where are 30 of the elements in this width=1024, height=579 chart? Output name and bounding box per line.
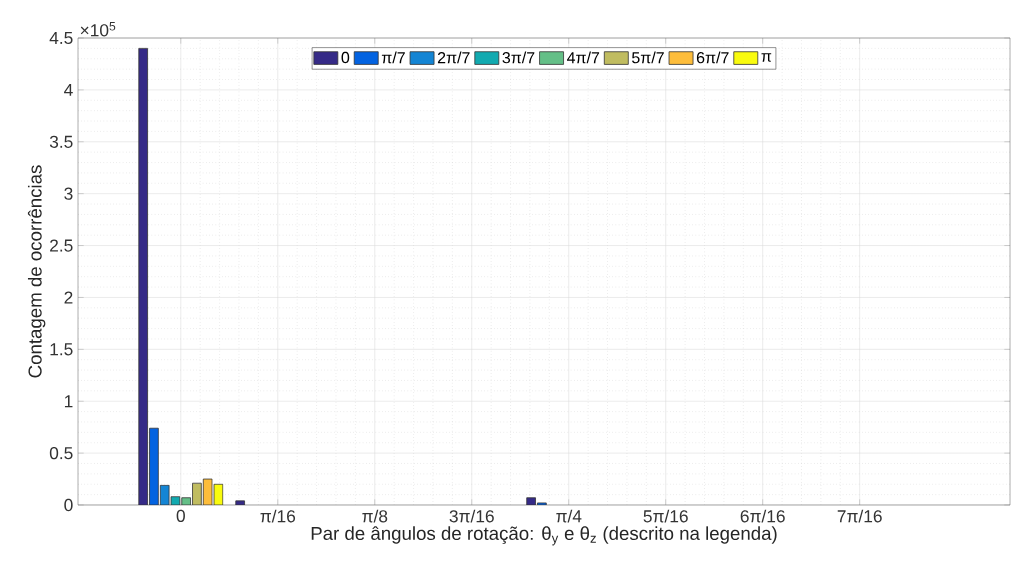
y-tick-label: 4: [64, 83, 73, 96]
y-tick-label: 4.5: [49, 31, 73, 45]
x-tick-label: 5π/16: [643, 509, 688, 523]
y-tick-label: 3: [64, 187, 73, 200]
legend-label: 4π/7: [567, 51, 600, 64]
x-tick-label: 3π/16: [449, 509, 494, 523]
legend-label: 2π/7: [437, 51, 470, 64]
legend-label: π/7: [381, 51, 405, 64]
legend-label: 3π/7: [502, 51, 535, 64]
y-tick-label: 1: [64, 395, 73, 408]
y-tick-label: 0.5: [49, 446, 73, 460]
y-tick-label: 0: [64, 498, 73, 512]
x-tick-label: 6π/16: [740, 509, 785, 523]
y-axis-title: Contagem de ocorrências: [27, 165, 46, 378]
y-tick-label: 1.5: [50, 343, 73, 356]
x-tick-label: 0: [176, 509, 185, 522]
x-tick-label: 7π/16: [837, 509, 882, 523]
text: ×10$^{5}$: [80, 22, 116, 37]
x-tick-label: π/8: [362, 509, 388, 523]
bar: [138, 47, 148, 505]
legend-label: 5π/7: [632, 51, 664, 64]
y-tick-label: 2: [64, 291, 73, 304]
legend-label: π: [761, 53, 772, 62]
legend-label: 0: [341, 51, 350, 64]
x-tick-label: π/4: [556, 509, 582, 523]
x-axis-title: Par de ângulos de rotação: θ$_{y}$ e θ$_{z}$ (descrito na legenda): [311, 526, 777, 546]
legend-label: 6π/7: [696, 51, 729, 64]
y-tick-label: 2.5: [50, 239, 73, 252]
y-tick-label: 3.5: [49, 135, 73, 148]
x-tick-label: π/16: [260, 509, 296, 523]
